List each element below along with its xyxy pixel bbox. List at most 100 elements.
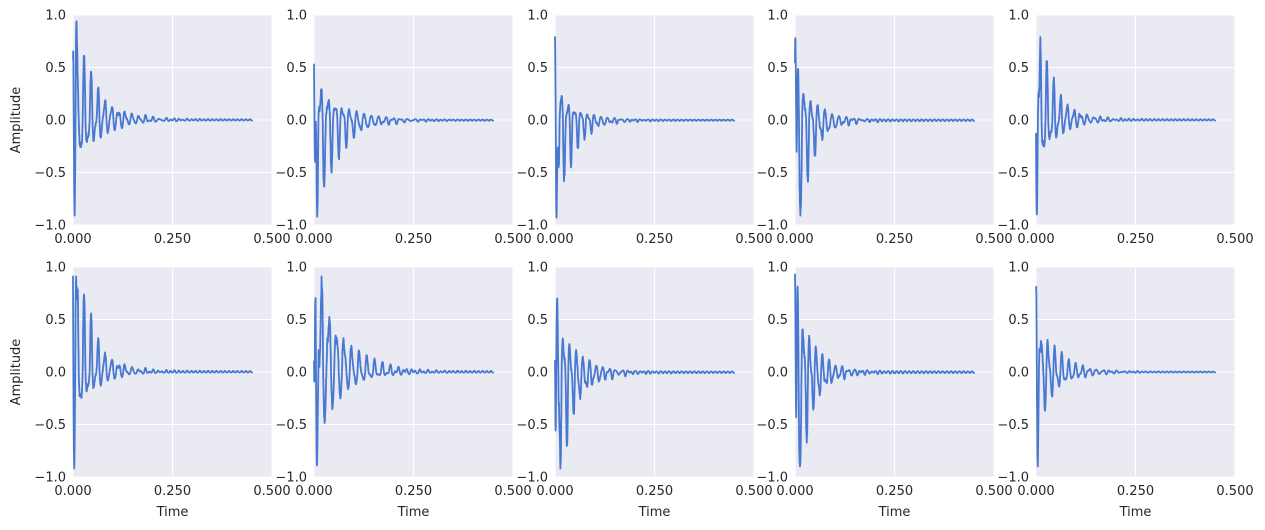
x-tick-label: 0.500: [975, 484, 1012, 499]
y-tick-label: 0.0: [45, 366, 66, 381]
x-tick-label: 0.250: [1117, 232, 1154, 247]
subplot-2: −1.0 −0.5 0.0 0.5 1.0 0.000 0.250 0.500: [275, 9, 531, 248]
y-tick-label: 0.5: [527, 313, 548, 328]
y-tick-label: −1.0: [756, 219, 788, 234]
y-tick-label: 1.0: [45, 9, 66, 24]
y-tick-label: 0.5: [286, 313, 307, 328]
y-tick-label: 0.0: [527, 366, 548, 381]
waveform-line: [72, 275, 253, 470]
x-tick-label: 0.000: [1017, 232, 1054, 247]
x-tick-label: 0.250: [636, 232, 673, 247]
y-axis-label: Amplitude: [9, 87, 24, 154]
y-tick-label: 1.0: [1008, 9, 1029, 24]
x-axis-label: Time: [878, 505, 911, 520]
x-axis-label: Time: [1119, 505, 1152, 520]
y-tick-label: 0.5: [767, 313, 788, 328]
x-tick-label: 0.250: [636, 484, 673, 499]
x-tick-label: 0.000: [1017, 484, 1054, 499]
y-tick-label: −1.0: [275, 219, 307, 234]
x-tick-label: 0.000: [295, 232, 332, 247]
y-tick-label: 0.5: [527, 61, 548, 76]
y-tick-label: 1.0: [767, 261, 788, 276]
subplot-3: −1.0 −0.5 0.0 0.5 1.0 0.000 0.250 0.500: [516, 9, 772, 248]
x-tick-label: 0.250: [395, 232, 432, 247]
y-tick-label: 0.0: [767, 366, 788, 381]
y-tick-label: −0.5: [997, 166, 1029, 181]
y-tick-label: 0.0: [1008, 366, 1029, 381]
x-tick-label: 0.500: [494, 232, 531, 247]
y-tick-label: −1.0: [516, 219, 548, 234]
waveform-line: [313, 275, 494, 467]
y-tick-label: −0.5: [34, 418, 66, 433]
x-tick-label: 0.250: [876, 484, 913, 499]
subplot-7: −1.0 −0.5 0.0 0.5 1.0 0.000 0.250 0.500 Time: [275, 261, 531, 521]
y-tick-label: 1.0: [527, 9, 548, 24]
y-tick-label: 0.0: [286, 114, 307, 129]
y-tick-label: 0.5: [767, 61, 788, 76]
x-tick-label: 0.500: [1216, 484, 1253, 499]
y-axis-label: Amplitude: [9, 339, 24, 406]
x-tick-label: 0.500: [253, 232, 290, 247]
y-tick-label: −1.0: [997, 219, 1029, 234]
y-tick-label: −1.0: [34, 219, 66, 234]
x-tick-label: 0.000: [776, 232, 813, 247]
x-tick-label: 0.500: [494, 484, 531, 499]
x-tick-label: 0.000: [776, 484, 813, 499]
y-tick-label: −1.0: [34, 471, 66, 486]
x-tick-label: 0.250: [395, 484, 432, 499]
x-tick-label: 0.250: [154, 484, 191, 499]
subplot-10: −1.0 −0.5 0.0 0.5 1.0 0.000 0.250 0.500 Time: [997, 261, 1253, 521]
subplot-4: −1.0 −0.5 0.0 0.5 1.0 0.000 0.250 0.500: [756, 9, 1012, 248]
y-tick-label: −1.0: [997, 471, 1029, 486]
y-tick-label: 0.0: [45, 114, 66, 129]
waveform-line: [72, 20, 253, 217]
y-tick-label: −0.5: [275, 166, 307, 181]
waveform-line: [1035, 36, 1216, 216]
x-tick-label: 0.250: [154, 232, 191, 247]
y-tick-label: −1.0: [275, 471, 307, 486]
y-tick-label: −0.5: [34, 166, 66, 181]
y-tick-label: 1.0: [286, 9, 307, 24]
x-tick-label: 0.500: [735, 232, 772, 247]
x-tick-label: 0.000: [295, 484, 332, 499]
y-tick-label: −1.0: [516, 471, 548, 486]
x-tick-label: 0.000: [54, 232, 91, 247]
y-tick-label: −1.0: [756, 471, 788, 486]
y-tick-label: −0.5: [997, 418, 1029, 433]
y-tick-label: 0.0: [1008, 114, 1029, 129]
subplot-5: −1.0 −0.5 0.0 0.5 1.0 0.000 0.250 0.500: [997, 9, 1253, 248]
waveform-line: [313, 63, 494, 218]
x-tick-label: 0.250: [1117, 484, 1154, 499]
y-tick-label: 1.0: [527, 261, 548, 276]
waveform-line: [794, 37, 975, 217]
x-tick-label: 0.500: [253, 484, 290, 499]
subplot-1: −1.0 −0.5 0.0 0.5 1.0 0.000 0.250 0.500 Amplitud…: [9, 9, 291, 248]
y-tick-label: 0.5: [1008, 61, 1029, 76]
y-tick-label: 1.0: [45, 261, 66, 276]
x-tick-label: 0.500: [1216, 232, 1253, 247]
x-tick-label: 0.500: [735, 484, 772, 499]
y-tick-label: 0.5: [45, 61, 66, 76]
x-tick-label: 0.000: [54, 484, 91, 499]
y-tick-label: 0.5: [286, 61, 307, 76]
y-tick-label: 0.5: [45, 313, 66, 328]
y-tick-label: −0.5: [275, 418, 307, 433]
x-tick-label: 0.500: [975, 232, 1012, 247]
y-tick-label: −0.5: [756, 418, 788, 433]
y-tick-label: 0.0: [527, 114, 548, 129]
subplot-9: −1.0 −0.5 0.0 0.5 1.0 0.000 0.250 0.500 Time: [756, 261, 1012, 521]
x-axis-label: Time: [397, 505, 430, 520]
y-tick-label: 1.0: [767, 9, 788, 24]
y-tick-label: 0.0: [286, 366, 307, 381]
waveform-line: [554, 297, 735, 470]
y-tick-label: 0.5: [1008, 313, 1029, 328]
waveform-line: [794, 273, 975, 468]
subplot-6: −1.0 −0.5 0.0 0.5 1.0 0.000 0.250 0.500 Amplitud…: [9, 261, 291, 521]
waveform-line: [1035, 286, 1216, 468]
subplot-8: −1.0 −0.5 0.0 0.5 1.0 0.000 0.250 0.500 Time: [516, 261, 772, 521]
x-tick-label: 0.000: [536, 232, 573, 247]
waveform-line: [554, 36, 735, 219]
y-tick-label: −0.5: [516, 166, 548, 181]
y-tick-label: 0.0: [767, 114, 788, 129]
